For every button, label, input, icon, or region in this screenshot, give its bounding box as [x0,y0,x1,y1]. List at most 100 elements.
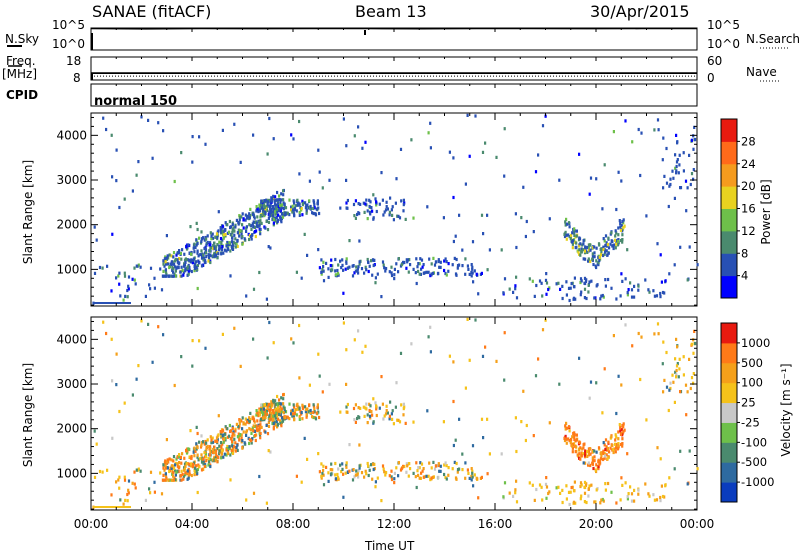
velocity-cell [640,335,643,339]
velocity-cell [675,337,678,341]
velocity-cell [620,383,623,387]
velocity-cell [369,404,372,408]
power-cell [214,246,217,250]
power-cell [320,272,323,276]
velocity-cell [215,436,219,440]
power-cell [375,209,378,214]
power-cell [291,204,294,208]
x-tick-label: 00:00 [74,517,109,531]
velocity-cell [177,470,180,474]
velocity-cell [179,455,182,460]
power-cell [663,291,666,295]
velocity-cell [375,404,378,408]
velocity-cell [381,402,384,406]
power-cell [372,216,375,220]
velocity-cell [580,454,583,458]
velocity-cell [293,417,296,421]
velocity-cell [233,433,236,437]
power-cell [206,234,209,238]
power-cell [254,230,257,234]
velocity-cell [250,431,253,435]
velocity-cell [448,354,451,358]
power-cell [255,224,259,228]
velocity-cell [676,345,679,349]
power-cell [445,273,448,277]
power-cell [515,275,518,279]
power-cell [667,204,670,209]
velocity-cell [399,351,403,355]
power-cell [202,253,205,257]
power-cell [585,296,588,301]
power-cell [231,228,234,232]
velocity-cell [184,473,187,477]
velocity-cell [199,457,202,461]
velocity-cell [466,317,469,321]
power-cell [404,217,407,221]
velocity-cell [686,390,689,394]
velocity-cell [188,469,191,473]
velocity-cell [189,456,193,460]
power-cell [362,201,365,205]
power-cell [195,265,198,269]
power-cell [432,271,435,275]
velocity-cell [589,463,592,468]
velocity-cell [567,437,570,441]
power-cell [248,237,251,242]
power-cell [229,274,232,278]
velocity-cell [587,450,591,454]
power-cell [610,286,613,290]
velocity-cell [209,445,212,449]
velocity-cell [168,478,171,482]
velocity-cell [212,458,215,462]
power-cell [173,262,176,266]
velocity-cell [153,480,156,484]
velocity-cell [565,421,568,425]
power-cell [226,223,229,227]
velocity-cell [515,500,519,504]
power-cell [429,274,432,278]
velocity-cell [171,478,174,482]
velocity-cell [503,331,506,335]
velocity-cell [220,447,223,451]
velocity-cell [258,407,261,411]
power-cell [249,214,252,218]
power-cell [212,243,215,248]
power-cell [579,242,582,246]
velocity-cell [445,464,448,468]
velocity-cell [140,319,143,323]
power-cell [266,202,269,206]
velocity-cell [197,458,200,462]
velocity-cell [249,439,253,443]
velocity-cell [572,489,576,493]
power-cell [272,223,275,227]
power-cell [340,266,343,270]
power-cell [272,207,275,211]
velocity-cell [688,449,691,453]
velocity-cell [290,337,293,341]
velocity-cell [604,438,608,442]
power-cell [256,215,259,219]
power-cell [688,245,691,249]
x-tick-label: 20:00 [579,517,614,531]
power-cell [231,247,235,251]
power-cell [541,124,545,128]
power-cell [617,170,620,174]
velocity-cell [300,411,303,415]
power-cell [420,267,423,271]
velocity-cell [208,453,212,457]
velocity-cell [639,377,642,382]
power-cell [233,122,236,126]
power-cell [295,209,298,213]
power-cell [245,216,249,220]
power-cell [588,192,591,196]
power-cell [356,212,359,217]
power-cell [205,251,208,255]
power-cell [538,279,542,283]
power-cell [123,197,126,201]
power-cell [280,205,283,210]
power-cell [127,284,130,288]
power-cell [216,256,219,260]
velocity-cell [586,454,589,458]
velocity-cell [174,478,177,482]
power-cell [251,233,254,237]
